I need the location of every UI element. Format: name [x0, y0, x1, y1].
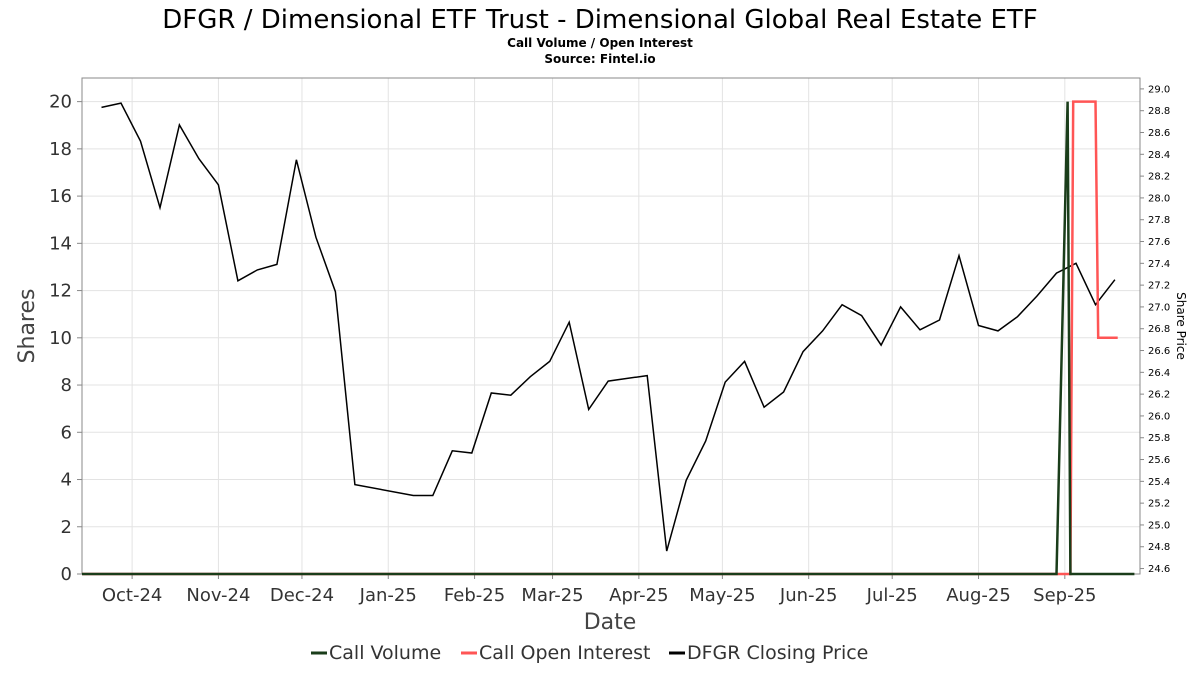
chart-subtitle-1: Call Volume / Open Interest — [507, 36, 693, 50]
y-tick-label: 12 — [49, 281, 72, 302]
legend-item: DFGR Closing Price — [669, 642, 868, 664]
y-tick-label: 18 — [49, 139, 72, 160]
x-axis-label: Date — [584, 610, 637, 635]
y-tick-label: 14 — [49, 233, 72, 254]
legend-label: DFGR Closing Price — [687, 642, 868, 664]
grid-layer — [82, 78, 1140, 575]
x-tick-label: Nov-24 — [186, 585, 250, 606]
y2-tick-label: 28.6 — [1148, 128, 1170, 139]
y2-tick-label: 26.0 — [1148, 411, 1170, 422]
left-axis-ticks: 0 2 4 6 8 10 12 14 16 18 20 — [49, 92, 82, 585]
y2-tick-label: 26.8 — [1148, 324, 1170, 335]
legend-label: Call Volume — [329, 642, 441, 664]
y-tick-label: 16 — [49, 186, 72, 207]
x-tick-label: Jun-25 — [779, 585, 838, 606]
y2-tick-label: 26.4 — [1148, 368, 1170, 379]
y2-tick-label: 27.8 — [1148, 215, 1170, 226]
legend-item: Call Open Interest — [461, 642, 651, 664]
y2-tick-label: 28.2 — [1148, 172, 1170, 183]
y2-tick-label: 28.0 — [1148, 193, 1170, 204]
y2-tick-label: 24.6 — [1148, 564, 1170, 575]
y2-tick-label: 27.0 — [1148, 302, 1170, 313]
x-tick-label: Feb-25 — [444, 585, 505, 606]
chart-subtitle-2: Source: Fintel.io — [544, 52, 655, 66]
y2-tick-label: 26.2 — [1148, 390, 1170, 401]
y2-tick-label: 25.6 — [1148, 455, 1170, 466]
right-axis-ticks: 24.6 24.8 25.0 25.2 25.4 25.6 25.8 26.0 26.2 26.4… — [1140, 84, 1170, 575]
y2-tick-label: 25.8 — [1148, 433, 1170, 444]
y2-tick-label: 27.4 — [1148, 259, 1170, 270]
y-tick-label: 20 — [49, 92, 72, 113]
series-line-call-volume — [82, 101, 1135, 576]
y2-tick-label: 28.8 — [1148, 106, 1170, 117]
series-layer — [82, 100, 1135, 576]
y-tick-label: 6 — [61, 422, 72, 443]
x-tick-label: Aug-25 — [946, 585, 1011, 606]
x-tick-label: Jan-25 — [359, 585, 417, 606]
y2-tick-label: 25.2 — [1148, 499, 1170, 510]
y2-axis-label: Share Price — [1174, 292, 1188, 360]
legend-label: Call Open Interest — [479, 642, 651, 664]
x-tick-label: Oct-24 — [102, 585, 163, 606]
y2-tick-label: 24.8 — [1148, 542, 1170, 553]
y2-tick-label: 27.6 — [1148, 237, 1170, 248]
y2-tick-label: 29.0 — [1148, 84, 1170, 95]
legend: Call Volume Call Open Interest DFGR Closin… — [311, 642, 868, 664]
x-tick-label: Sep-25 — [1033, 585, 1096, 606]
y-tick-label: 2 — [61, 517, 72, 538]
x-tick-label: May-25 — [689, 585, 755, 606]
y2-tick-label: 26.6 — [1148, 346, 1170, 357]
y-tick-label: 4 — [61, 470, 72, 491]
x-axis-ticks: Oct-24 Nov-24 Dec-24 Jan-25 Feb-25 Mar-25 Apr-… — [102, 574, 1096, 606]
y2-tick-label: 27.2 — [1148, 281, 1170, 292]
x-tick-label: Apr-25 — [609, 585, 668, 606]
y2-tick-label: 28.4 — [1148, 150, 1170, 161]
y-tick-label: 10 — [49, 328, 72, 349]
x-tick-label: Jul-25 — [866, 585, 918, 606]
x-tick-label: Mar-25 — [521, 585, 583, 606]
y-tick-label: 0 — [61, 564, 72, 585]
x-tick-label: Dec-24 — [270, 585, 334, 606]
y2-tick-label: 25.4 — [1148, 477, 1170, 488]
series-line-dfgr-closing-price — [101, 102, 1116, 552]
y2-tick-label: 25.0 — [1148, 520, 1170, 531]
chart-title: DFGR / Dimensional ETF Trust - Dimension… — [162, 5, 1037, 35]
legend-item: Call Volume — [311, 642, 441, 664]
y-tick-label: 8 — [61, 375, 72, 396]
y-axis-label: Shares — [15, 289, 40, 364]
